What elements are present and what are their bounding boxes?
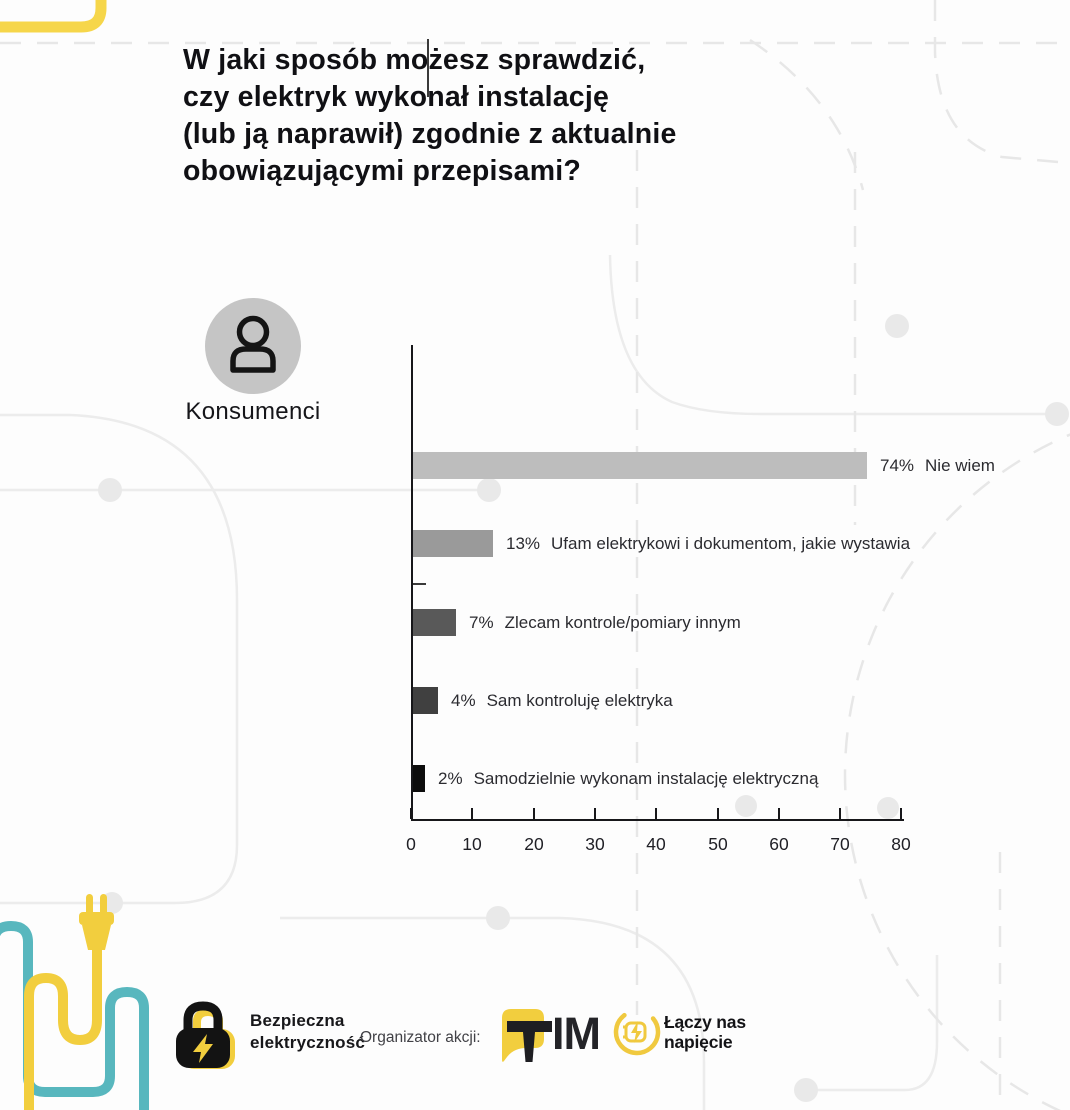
bar-label: 7% Zlecam kontrole/pomiary innym bbox=[469, 613, 741, 633]
campaign-line: Bezpieczna bbox=[250, 1011, 345, 1030]
x-axis-tick-label: 70 bbox=[830, 834, 850, 854]
x-axis-tick-label: 60 bbox=[769, 834, 789, 854]
laczy-line: napięcie bbox=[664, 1032, 733, 1052]
bar-row: 4% Sam kontroluję elektryka bbox=[413, 687, 673, 714]
y-axis-line bbox=[411, 345, 413, 821]
padlock-lightning-icon bbox=[176, 1001, 235, 1069]
bar-label: 2% Samodzielnie wykonam instalację elektr… bbox=[438, 769, 818, 789]
yellow-wire-top-left-decoration bbox=[0, 0, 107, 33]
bar-value: 4% bbox=[451, 690, 476, 710]
bar-value: 74% bbox=[880, 455, 915, 475]
bar-category: Nie wiem bbox=[925, 455, 995, 475]
bar bbox=[413, 452, 867, 479]
bar-label: 74% Nie wiem bbox=[880, 456, 995, 476]
bar bbox=[413, 765, 425, 792]
bar-value: 13% bbox=[506, 533, 541, 553]
x-axis-tick bbox=[717, 808, 719, 819]
x-axis-tick bbox=[471, 808, 473, 819]
x-axis-tick-label: 80 bbox=[891, 834, 911, 854]
bar-value: 2% bbox=[438, 768, 463, 788]
x-axis-tick bbox=[655, 808, 657, 819]
bar bbox=[413, 687, 438, 714]
bar-category: Samodzielnie wykonam instalację elektryc… bbox=[473, 768, 819, 788]
y-axis-tick bbox=[413, 583, 426, 585]
person-icon bbox=[205, 298, 301, 394]
tim-flag-icon bbox=[502, 1009, 552, 1062]
page-title: W jaki sposób możesz sprawdzić, czy elek… bbox=[183, 42, 783, 190]
bar bbox=[413, 530, 493, 557]
title-line: obowiązującymi przepisami? bbox=[183, 155, 581, 187]
x-axis-line bbox=[411, 819, 904, 821]
bar-category: Ufam elektrykowi i dokumentom, jakie wys… bbox=[551, 533, 911, 553]
organizer-label: Organizator akcji: bbox=[360, 1029, 481, 1046]
campaign-line: elektryczność bbox=[250, 1033, 366, 1052]
campaign-name: Bezpieczna elektryczność bbox=[250, 1010, 365, 1054]
x-axis-tick bbox=[839, 808, 841, 819]
x-axis-tick-label: 10 bbox=[462, 834, 482, 854]
x-axis-tick bbox=[533, 808, 535, 819]
title-line: (lub ją naprawił) zgodnie z aktualnie bbox=[183, 118, 677, 150]
title-line: W jaki sposób możesz sprawdzić, bbox=[183, 44, 646, 76]
laczy-logo-text: Łączy nas napięcie bbox=[664, 1012, 746, 1052]
x-axis-tick bbox=[594, 808, 596, 819]
bar-label: 13% Ufam elektrykowi i dokumentom, jakie … bbox=[506, 534, 910, 554]
bar-label: 4% Sam kontroluję elektryka bbox=[451, 691, 673, 711]
bar-value: 7% bbox=[469, 612, 494, 632]
plug-icon bbox=[79, 894, 114, 950]
bar-category: Zlecam kontrole/pomiary innym bbox=[504, 612, 741, 632]
x-axis-tick-label: 50 bbox=[708, 834, 728, 854]
lightning-circle-icon bbox=[613, 1008, 661, 1056]
title-line: czy elektryk wykonał instalację bbox=[183, 81, 610, 113]
bar-row: 7% Zlecam kontrole/pomiary innym bbox=[413, 609, 741, 636]
x-axis-tick-label: 40 bbox=[646, 834, 666, 854]
x-axis-tick-label: 30 bbox=[585, 834, 605, 854]
x-axis-tick bbox=[778, 808, 780, 819]
bar-row: 13% Ufam elektrykowi i dokumentom, jakie … bbox=[413, 530, 910, 557]
bar-category: Sam kontroluję elektryka bbox=[486, 690, 673, 710]
bar bbox=[413, 609, 456, 636]
x-axis-tick-label: 0 bbox=[406, 834, 416, 854]
x-axis-tick bbox=[410, 808, 412, 819]
text-cursor bbox=[427, 39, 429, 97]
bar-row: 74% Nie wiem bbox=[413, 452, 995, 479]
x-axis-tick bbox=[900, 808, 902, 819]
x-axis-tick-label: 20 bbox=[524, 834, 544, 854]
bar-row: 2% Samodzielnie wykonam instalację elektr… bbox=[413, 765, 818, 792]
bar-chart: 74% Nie wiem 13% Ufam elektrykowi i dokumen… bbox=[406, 345, 995, 854]
audience-label: Konsumenci bbox=[185, 398, 321, 425]
tim-logo-letters: IM bbox=[552, 1008, 601, 1059]
plug-wires-decoration bbox=[0, 894, 149, 1110]
laczy-line: Łączy nas bbox=[664, 1012, 746, 1032]
